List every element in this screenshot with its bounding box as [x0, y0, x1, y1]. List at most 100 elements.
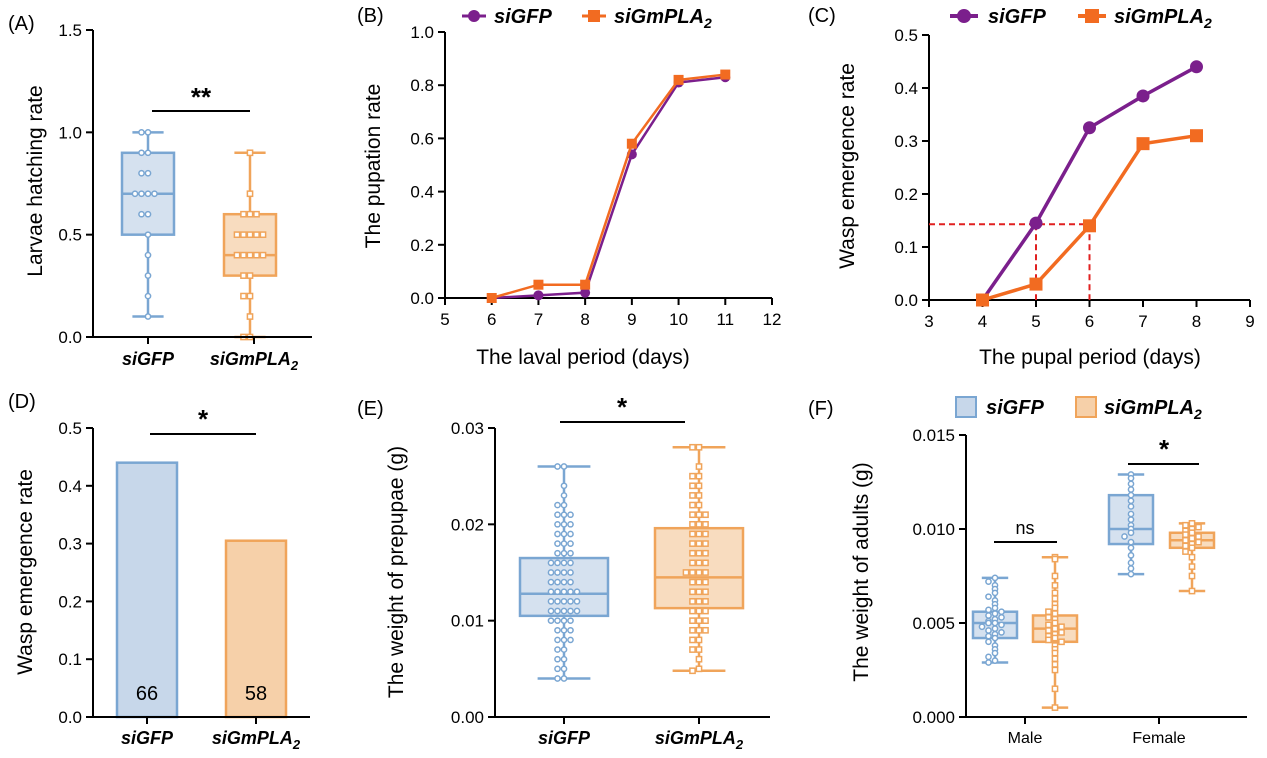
panel-f-male-siGFP-point-26 — [985, 638, 992, 646]
panel-e-siGFP-point-15 — [560, 540, 568, 547]
panel-f-female-siGFP-point-2 — [1127, 480, 1135, 488]
panel-d-y-ticks: 0.0 0.1 0.2 0.3 0.4 0.5 — [58, 419, 93, 727]
panel-e-siGFP-point-60 — [560, 655, 568, 663]
panel-d-ytick-label-1: 0.1 — [58, 650, 82, 669]
panel-e-siGmPLA2-point-0 — [695, 443, 703, 451]
panel-e-siGFP-point-56 — [554, 636, 561, 644]
panel-e-siGFP-point-16 — [554, 540, 561, 547]
panel-e-siGFP-point-26 — [554, 569, 561, 576]
panel-e-siGmPLA2-point-32 — [682, 569, 690, 576]
panel-e-siGmPLA2-point-23 — [695, 549, 703, 557]
panel-e-siGmPLA2-point-39 — [695, 598, 703, 605]
panel-e-siGFP-point-24 — [547, 559, 555, 567]
panel-e-siGFP-point-13 — [554, 530, 561, 538]
panel-b-xlabel: The laval period (days) — [476, 346, 690, 369]
panel-b-ytick-label-3: 0.6 — [410, 129, 434, 148]
panel-f-female-siGmPLA2-point-17 — [1188, 572, 1196, 580]
panel-f-male-siGmPLA2-point-2 — [1051, 572, 1059, 580]
panel-f-female-siGFP-point-14 — [1127, 544, 1135, 552]
panel-f-female-siGFP-point-8 — [1127, 516, 1135, 523]
panel-e-siGFP-point-28 — [547, 569, 555, 576]
panel-f-male-siGmPLA2-point-8 — [1045, 608, 1052, 616]
panel-a-siGmPLA2-point-13 — [233, 251, 241, 259]
panel-d-bar-0 — [115, 461, 179, 719]
panel-e-siGFP-point-47 — [573, 607, 581, 615]
panel-e-siGFP-point-50 — [567, 617, 574, 625]
panel-b-xtick-label-3: 8 — [580, 310, 589, 329]
panel-e-siGmPLA2-point-53 — [695, 646, 703, 653]
panel-e-siGmPLA2-point-36 — [695, 588, 703, 596]
panel-f-ytick-label-2: 0.010 — [912, 520, 955, 539]
panel-b-point-siGFP-2 — [580, 287, 591, 298]
panel-a-siGFP-point-10 — [144, 210, 152, 218]
panel-b-ytick-label-2: 0.4 — [410, 183, 434, 202]
panel-a-ytick-label-1: 0.5 — [58, 226, 82, 245]
panel-d-ytick-label-2: 0.2 — [58, 592, 82, 611]
panel-a-siGmPLA2-point-11 — [240, 251, 247, 259]
panel-f-male-siGFP-point-11 — [991, 610, 999, 617]
panel-a-siGmPLA2-point-3 — [240, 210, 247, 218]
panel-a-siGFP-point-7 — [138, 190, 145, 198]
panel-a-siGFP-point-15 — [144, 292, 152, 300]
panel-e-siGmPLA2-point-42 — [695, 607, 703, 615]
panel-d-bars — [115, 461, 288, 719]
panel-a-ytick-label-0: 0.0 — [58, 328, 82, 347]
panel-b-legend-siGmPLA2-marker — [588, 10, 600, 22]
panel-e-siGFP-point-3 — [560, 492, 568, 499]
panel-e-siGFP-point-39 — [554, 598, 561, 605]
panel-f-male-siGFP-point-13 — [998, 614, 1005, 621]
panel-e-siGFP-point-10 — [554, 520, 561, 528]
panel-f-ytick-label-3: 0.015 — [912, 426, 955, 445]
panel-e-siGFP-point-46 — [547, 607, 555, 615]
panel-a-siGmPLA2-point-10 — [246, 251, 254, 259]
panel-f-female-siGFP-point-13 — [1127, 538, 1135, 546]
panel-e-siGmPLA2-point-6 — [689, 482, 696, 490]
panel-e-siGFP-point-20 — [567, 549, 574, 557]
panel-a-siGmPLA2-point-0 — [246, 149, 254, 157]
panel-f-female-siGFP-point-4 — [1127, 491, 1135, 499]
panel-e-siGmPLA2-point-13 — [702, 511, 709, 519]
panel-e-siGFP-point-12 — [560, 530, 568, 538]
panel-e-siGmPLA2-box — [653, 526, 745, 610]
panel-a-siGmPLA2-point-9 — [259, 231, 267, 239]
panel-e-siGFP-point-43 — [560, 607, 568, 615]
panel-e-siGmPLA2-point-15 — [689, 520, 696, 528]
panel-a-siGmPLA2-point-17 — [246, 292, 254, 300]
panel-f-female-siGmPLA2-point-10 — [1195, 538, 1202, 546]
panel-e-siGmPLA2-point-41 — [702, 598, 709, 605]
panel-e-siGFP-point-64 — [560, 675, 568, 682]
panel-c-ticks: 0.0 0.1 0.2 0.3 0.4 0.5 3 4 5 6 7 8 9 — [894, 26, 1254, 331]
panel-f-male-siGFP-point-24 — [985, 632, 992, 640]
panel-a-siGFP-point-8 — [151, 190, 158, 198]
panel-f-male-siGmPLA2-point-30 — [1051, 704, 1059, 711]
panel-e-siGmPLA2-point-9 — [695, 501, 703, 509]
panel-a-siGmPLA2-point-19 — [246, 313, 254, 320]
panel-e-siGmPLA2-point-35 — [702, 578, 709, 586]
panel-f-ytick-label-1: 0.005 — [912, 614, 955, 633]
panel-f-male-siGmPLA2-point-5 — [1051, 595, 1059, 602]
panel-e-siGmPLA2-point-19 — [702, 530, 709, 538]
panel-c-legend-siGFP-marker — [957, 9, 971, 23]
panel-f-sig-label-female: * — [1159, 434, 1170, 464]
panel-c-ylabel: Wasp emergence rate — [836, 63, 859, 269]
panel-e-siGFP-point-27 — [567, 569, 574, 576]
panel-f-male-siGFP-point-29 — [991, 649, 999, 657]
panel-f-ytick-label-0: 0.000 — [912, 708, 955, 727]
panel-a-label: (A) — [8, 13, 35, 35]
panel-c-xtick-label-6: 9 — [1245, 312, 1254, 331]
panel-f-male-siGmPLA2-point-29 — [1051, 685, 1059, 693]
panel-f-male-siGFP-point-21 — [985, 627, 992, 634]
panel-b-series — [486, 69, 731, 303]
panel-e-siGmPLA2-point-2 — [695, 463, 703, 470]
panel-e-siGmPLA2-point-14 — [695, 520, 703, 528]
panel-d-ytick-label-0: 0.0 — [58, 708, 82, 727]
panel-f-male-siGmPLA2-point-25 — [1051, 649, 1059, 657]
panel-b-xtick-label-6: 11 — [716, 310, 734, 329]
panel-d-label: (D) — [8, 391, 36, 413]
panel-b-ytick-label-5: 1.0 — [410, 23, 434, 42]
panel-a-siGmPLA2-point-16 — [240, 272, 247, 279]
panel-e-ytick-label-0: 0.00 — [451, 708, 484, 727]
panel-f-male-siGFP-point-9 — [985, 606, 992, 614]
panel-b-point-siGmPLA2-5 — [720, 69, 731, 80]
panel-e-siGFP-point-48 — [560, 617, 568, 625]
